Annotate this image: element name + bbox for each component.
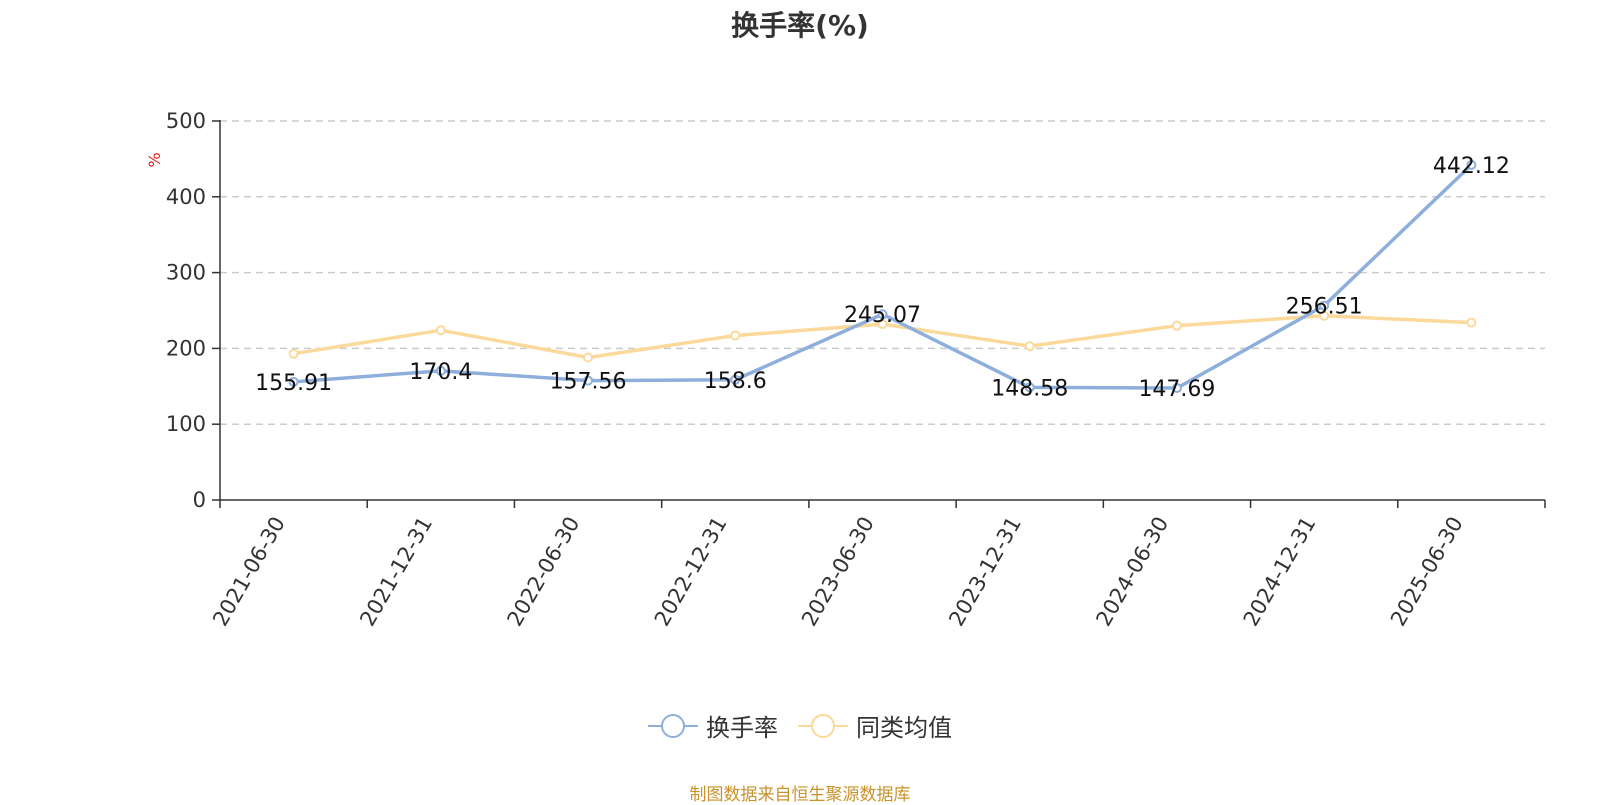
data-point [1319, 300, 1330, 311]
legend-marker-icon [648, 713, 698, 738]
data-point [1319, 310, 1330, 321]
data-point [1466, 317, 1477, 328]
x-tick-label: 2021-06-30 [208, 513, 290, 631]
data-point [288, 376, 299, 387]
x-tick-label: 2023-06-30 [797, 513, 879, 631]
data-point [877, 309, 888, 320]
source-note: 制图数据来自恒生聚源数据库 [689, 785, 911, 805]
data-point [1466, 159, 1477, 170]
data-label: 170.4 [409, 360, 472, 385]
legend: 换手率 同类均值 [0, 708, 1600, 743]
chart-title: 换手率(%) [731, 9, 869, 42]
data-point [1171, 320, 1182, 331]
y-axis-unit-label: % [145, 152, 164, 167]
data-label: 256.51 [1286, 295, 1363, 320]
legend-circle [661, 713, 685, 738]
data-labels: 155.91 170.4 157.56 158.6 245.07 148.58 147.69… [255, 154, 1510, 402]
data-point [730, 374, 741, 385]
series-lines [288, 159, 1477, 394]
x-tick-label: 2025-06-30 [1386, 513, 1468, 631]
x-tick-label: 2022-12-31 [650, 513, 732, 631]
data-label: 155.91 [255, 371, 332, 396]
legend-marker-icon [798, 713, 848, 738]
data-label: 148.58 [991, 376, 1068, 401]
x-tick-label: 2023-12-31 [944, 512, 1026, 630]
y-tick-label: 200 [166, 336, 206, 360]
data-label: 157.56 [550, 370, 627, 395]
data-point [1171, 383, 1182, 394]
data-point [1024, 382, 1035, 393]
series-line-换手率 [293, 163, 1473, 390]
data-point [877, 319, 888, 330]
data-point [435, 325, 446, 336]
data-point [435, 365, 446, 376]
data-label: 245.07 [844, 303, 921, 328]
data-point [583, 375, 594, 386]
y-tick-label: 400 [166, 185, 206, 209]
x-tick-label: 2024-06-30 [1091, 513, 1173, 631]
x-tick-label: 2024-12-31 [1239, 513, 1321, 631]
grid-lines [220, 120, 1545, 425]
y-tick-label: 300 [166, 261, 206, 285]
legend-circle [811, 713, 835, 738]
data-label: 158.6 [704, 369, 767, 394]
data-point [583, 352, 594, 363]
axes: 0 100 200 300 400 500 2021-06-30 2021-12-31 2022… [166, 109, 1546, 631]
y-tick-label: 100 [166, 412, 206, 436]
y-tick-label: 0 [193, 488, 206, 512]
x-tick-label: 2022-06-30 [503, 513, 585, 631]
data-point [288, 348, 299, 359]
data-label: 147.69 [1138, 377, 1215, 402]
legend-label: 换手率 [706, 714, 778, 742]
data-label: 442.12 [1433, 154, 1510, 179]
data-point [730, 330, 741, 341]
legend-item-换手率[interactable]: 换手率 [648, 708, 778, 743]
legend-item-同类均值[interactable]: 同类均值 [798, 708, 952, 743]
y-tick-label: 500 [166, 109, 206, 133]
data-point [1024, 341, 1035, 352]
legend-label: 同类均值 [856, 714, 952, 742]
x-tick-label: 2021-12-31 [355, 513, 437, 631]
